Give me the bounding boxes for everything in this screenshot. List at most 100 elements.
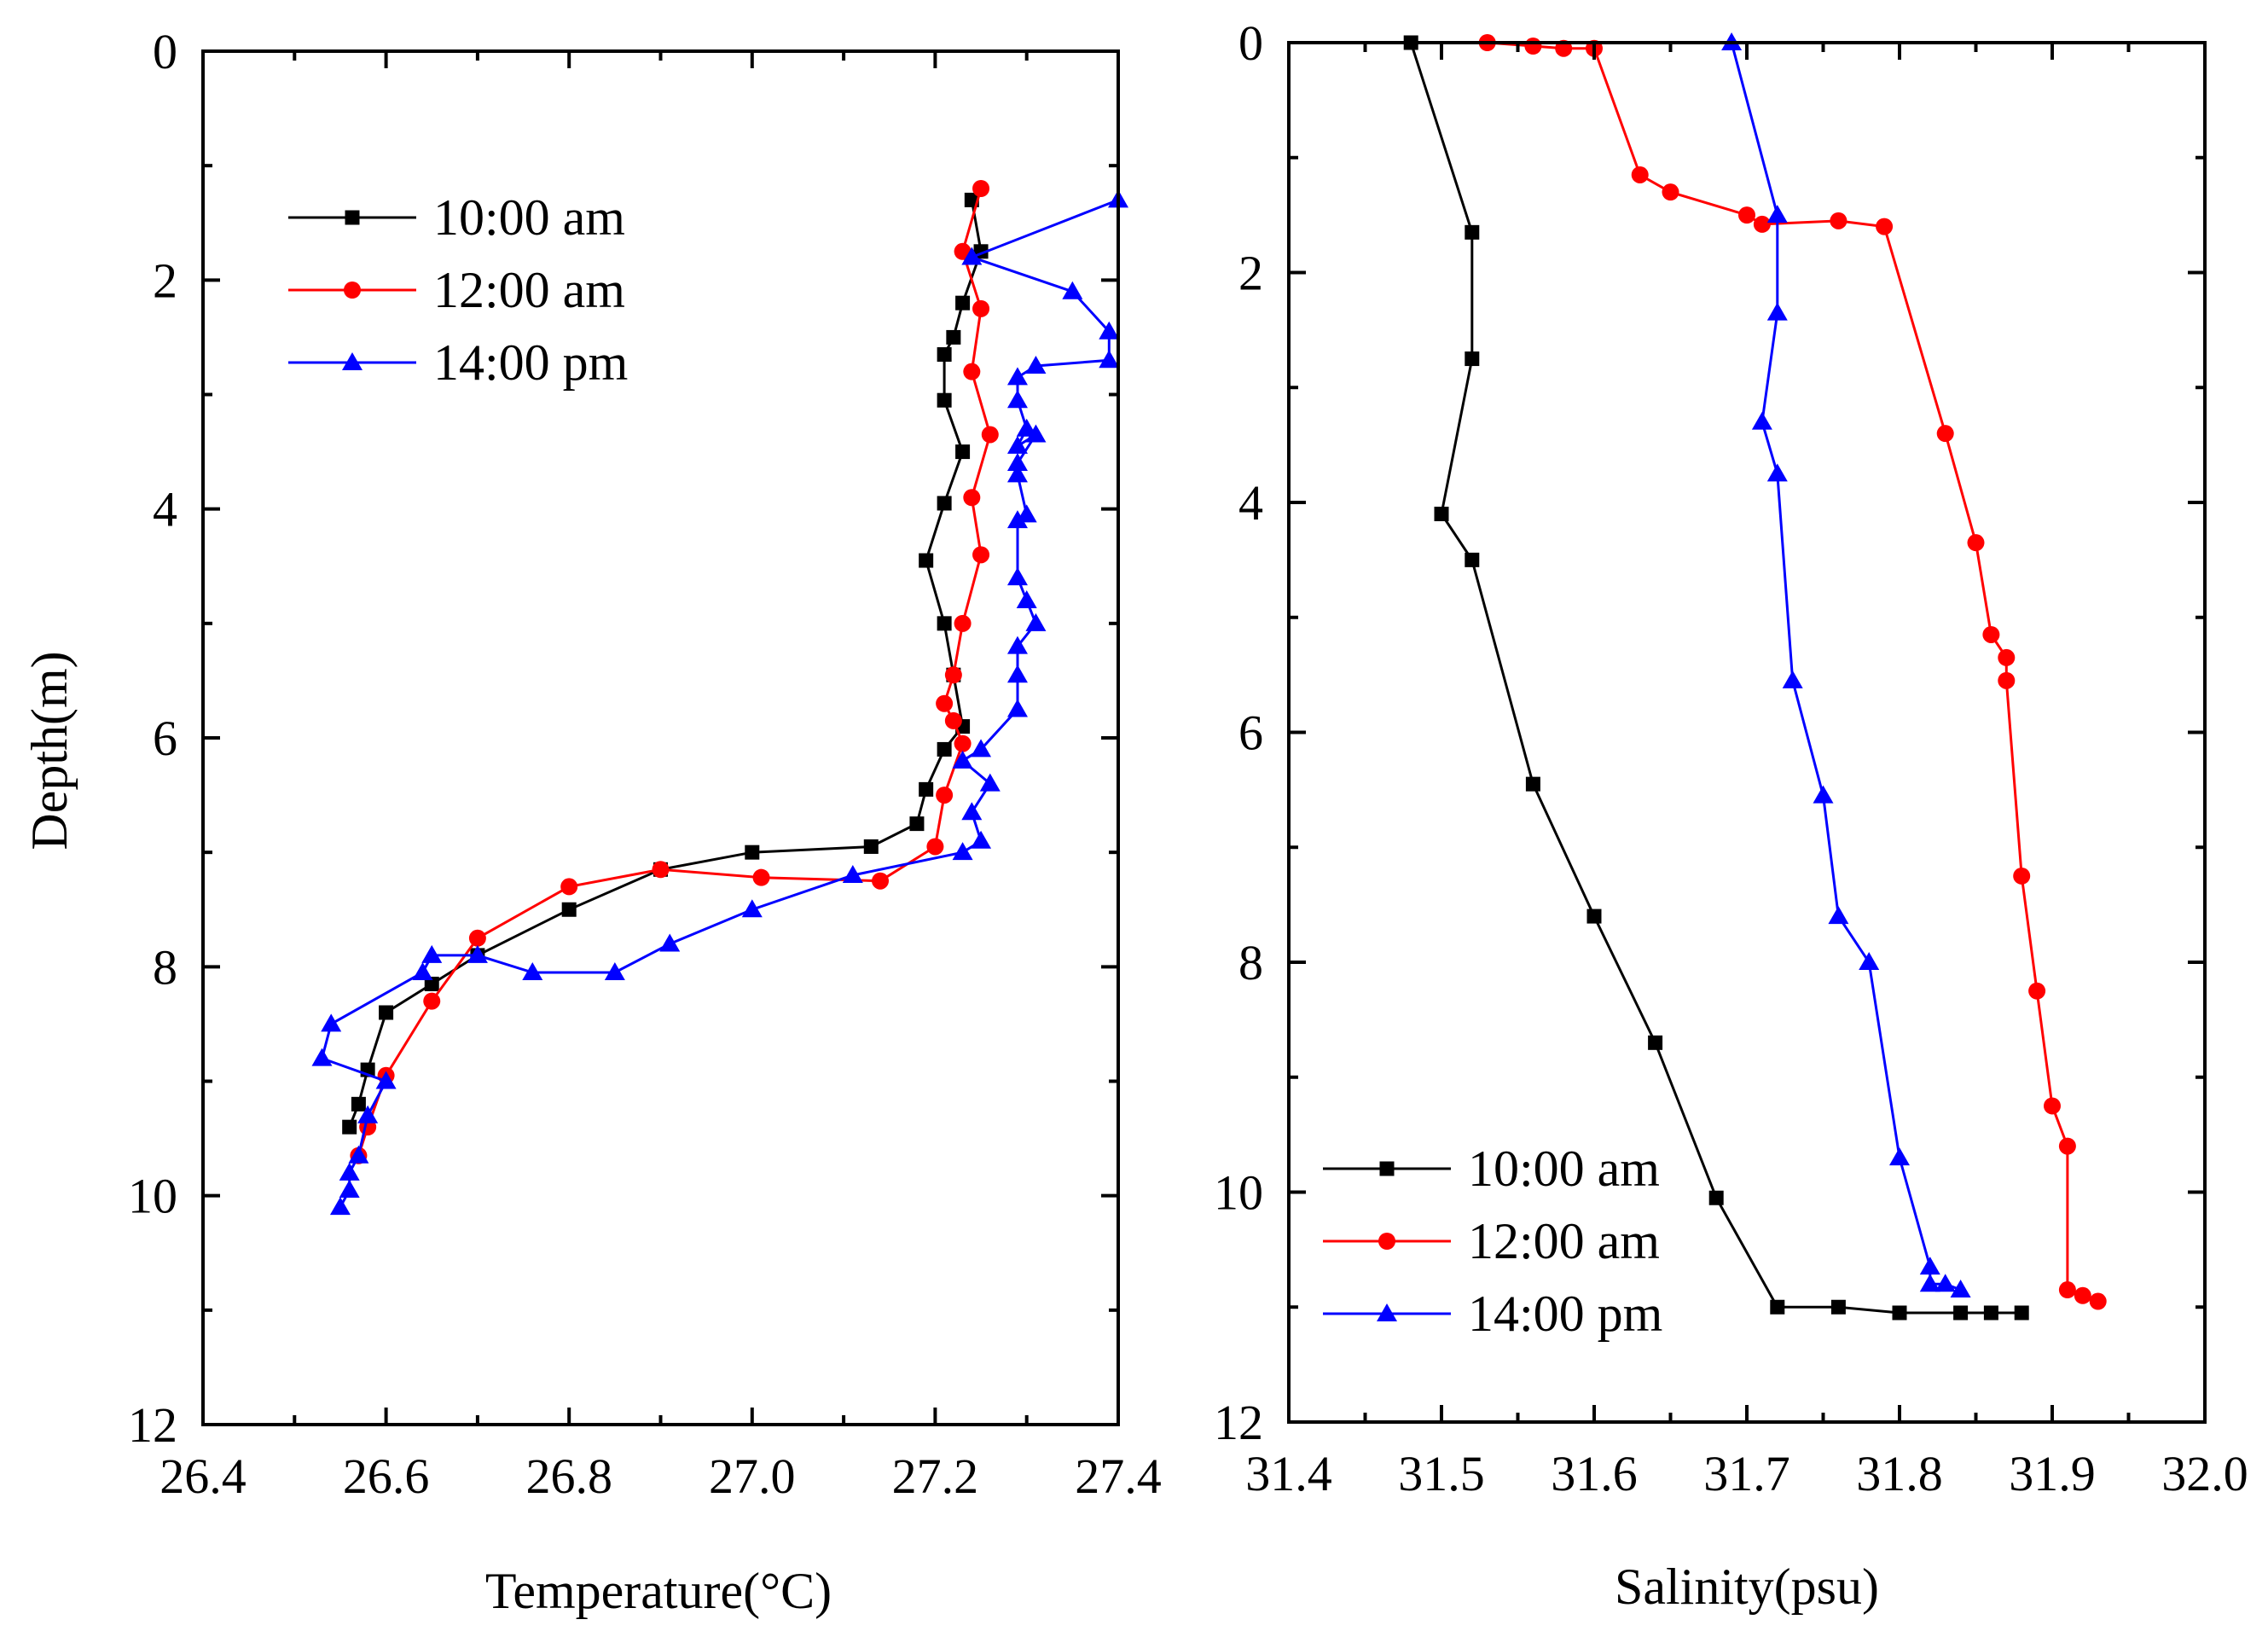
salinity-data-point bbox=[1830, 212, 1847, 229]
salinity-legend-entry: 10:00 am bbox=[1323, 1141, 1660, 1197]
temperature-data-point bbox=[604, 962, 625, 981]
temperature-data-point bbox=[944, 711, 962, 729]
salinity-y-tick-label: 8 bbox=[1238, 935, 1263, 990]
temperature-data-point bbox=[741, 899, 763, 918]
salinity-legend-entry: 12:00 am bbox=[1323, 1213, 1660, 1269]
temperature-data-point bbox=[468, 929, 486, 947]
salinity-tick-labels: 31.4 31.5 31.6 31.7 31.8 31.9 32.0 0 2 4 6 8 10 12 bbox=[1214, 15, 2248, 1501]
temperature-y-tick-label: 6 bbox=[153, 711, 177, 766]
salinity-data-point bbox=[1631, 165, 1649, 183]
legend-label: 10:00 am bbox=[433, 189, 625, 246]
temperature-data-point bbox=[937, 392, 952, 408]
temperature-data-point bbox=[946, 329, 961, 345]
salinity-legend: 10:00 am 12:00 am 14:00 pm bbox=[1323, 1141, 1662, 1342]
temperature-data-point bbox=[1025, 355, 1047, 374]
temperature-data-point bbox=[979, 773, 1001, 792]
temperature-data-point bbox=[1099, 321, 1120, 340]
temperature-data-point bbox=[357, 1105, 379, 1123]
salinity-data-point bbox=[1465, 224, 1480, 240]
temperature-ticks bbox=[201, 49, 1120, 1426]
salinity-data-point bbox=[1465, 351, 1480, 367]
temperature-data-point bbox=[919, 781, 934, 797]
temperature-data-point bbox=[375, 1071, 397, 1089]
salinity-data-point bbox=[1766, 302, 1788, 321]
salinity-data-point bbox=[1828, 906, 1849, 925]
salinity-data-point bbox=[1876, 218, 1894, 235]
temperature-x-tick-label: 27.0 bbox=[709, 1448, 796, 1504]
salinity-data-point bbox=[2028, 982, 2046, 1000]
salinity-data-point bbox=[1934, 1274, 1956, 1292]
salinity-data-point bbox=[1662, 183, 1679, 201]
temperature-data-point bbox=[936, 694, 954, 712]
temperature-x-tick-label: 26.8 bbox=[525, 1448, 612, 1504]
temperature-data-point bbox=[1006, 464, 1028, 483]
salinity-data-point bbox=[1586, 908, 1602, 924]
salinity-data-point bbox=[1766, 463, 1788, 482]
salinity-data-point bbox=[1648, 1035, 1663, 1050]
temperature-data-point bbox=[842, 865, 863, 883]
temperature-data-point bbox=[659, 933, 681, 952]
salinity-data-point bbox=[1982, 625, 2000, 643]
temperature-legend-entry: 10:00 am bbox=[288, 189, 625, 246]
temperature-data-point bbox=[1006, 390, 1028, 409]
temperature-data-point bbox=[1006, 699, 1028, 717]
salinity-data-point bbox=[1950, 1280, 1971, 1298]
temperature-data-point bbox=[1062, 281, 1083, 299]
salinity-x-tick-label: 31.5 bbox=[1398, 1446, 1485, 1501]
temperature-data-point bbox=[981, 426, 999, 444]
temperature-data-point bbox=[1025, 424, 1047, 443]
temperature-data-point bbox=[1006, 367, 1028, 386]
salinity-data-point bbox=[1983, 1305, 1998, 1321]
salinity-y-tick-label: 10 bbox=[1214, 1165, 1263, 1221]
legend-label: 12:00 am bbox=[433, 262, 625, 318]
temperature-data-point bbox=[955, 295, 971, 311]
salinity-y-tick-label: 4 bbox=[1238, 475, 1263, 531]
temperature-data-point bbox=[1006, 453, 1028, 471]
salinity-chart: 31.4 31.5 31.6 31.7 31.8 31.9 32.0 0 2 4 6 8 10 12 Sa… bbox=[1214, 15, 2248, 1615]
salinity-data-point bbox=[1919, 1257, 1940, 1275]
salinity-data-point bbox=[2044, 1097, 2061, 1115]
salinity-x-axis-title: Salinity(psu) bbox=[1615, 1559, 1879, 1615]
temperature-data-point bbox=[971, 739, 992, 758]
temperature-series-layer bbox=[311, 180, 1128, 1216]
temperature-data-point bbox=[1006, 435, 1028, 454]
salinity-series-0 bbox=[1403, 35, 2029, 1321]
salinity-y-tick-label: 2 bbox=[1238, 246, 1263, 301]
temperature-data-point bbox=[1006, 636, 1028, 654]
temperature-y-tick-label: 4 bbox=[153, 482, 177, 537]
temperature-y-tick-label: 8 bbox=[153, 939, 177, 995]
temperature-y-axis-title: Depth(m) bbox=[21, 651, 78, 850]
salinity-data-point bbox=[1813, 785, 1834, 804]
legend-marker bbox=[344, 282, 361, 299]
salinity-x-tick-label: 31.7 bbox=[1703, 1446, 1790, 1501]
salinity-data-point bbox=[1434, 506, 1449, 521]
temperature-data-point bbox=[745, 845, 760, 860]
salinity-series-2 bbox=[1721, 32, 1971, 1298]
temperature-legend: 10:00 am 12:00 am 14:00 pm bbox=[288, 189, 628, 391]
salinity-y-tick-label: 12 bbox=[1214, 1395, 1263, 1450]
salinity-data-point bbox=[1738, 206, 1755, 224]
temperature-data-point bbox=[1025, 612, 1047, 631]
temperature-data-point bbox=[963, 489, 981, 507]
temperature-data-point bbox=[937, 741, 952, 757]
temperature-chart: 26.4 26.6 26.8 27.0 27.2 27.4 0 2 4 6 8 10 12 Depth(… bbox=[21, 24, 1162, 1619]
salinity-data-point bbox=[1465, 552, 1480, 567]
legend-marker bbox=[345, 210, 360, 225]
temperature-data-point bbox=[351, 1096, 366, 1112]
temperature-data-point bbox=[963, 363, 981, 380]
temperature-data-point bbox=[1006, 567, 1028, 586]
temperature-y-tick-label: 2 bbox=[153, 253, 177, 308]
salinity-data-point bbox=[2013, 867, 2031, 885]
salinity-data-point bbox=[1889, 1147, 1910, 1166]
temperature-data-point bbox=[424, 976, 439, 991]
temperature-x-tick-label: 26.6 bbox=[343, 1448, 430, 1504]
temperature-data-point bbox=[919, 553, 934, 568]
salinity-y-tick-label: 0 bbox=[1238, 15, 1263, 71]
temperature-legend-entry: 14:00 pm bbox=[288, 334, 628, 391]
salinity-y-tick-label: 6 bbox=[1238, 705, 1263, 761]
temperature-y-tick-label: 0 bbox=[153, 24, 177, 79]
salinity-data-point bbox=[1708, 1190, 1724, 1205]
temperature-data-point bbox=[954, 614, 972, 632]
temperature-data-point bbox=[412, 962, 433, 981]
temperature-y-tick-label: 12 bbox=[128, 1397, 177, 1453]
